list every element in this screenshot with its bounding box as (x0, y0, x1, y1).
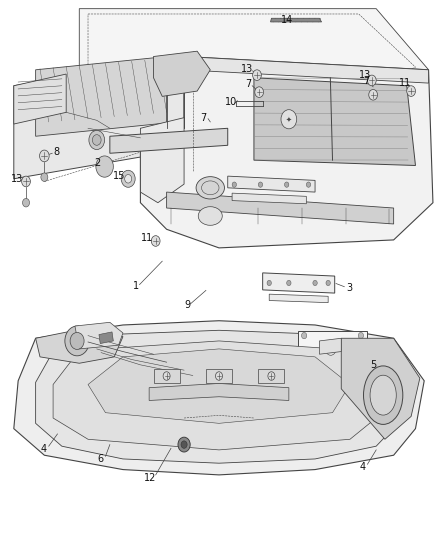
Polygon shape (269, 294, 328, 303)
Polygon shape (206, 368, 232, 383)
Circle shape (367, 75, 376, 86)
Text: 3: 3 (346, 283, 352, 293)
Circle shape (301, 359, 307, 366)
Text: 8: 8 (53, 147, 60, 157)
Circle shape (70, 333, 84, 350)
Circle shape (358, 359, 364, 366)
Text: 13: 13 (241, 64, 254, 74)
Polygon shape (184, 56, 428, 83)
Circle shape (41, 173, 48, 181)
Circle shape (258, 182, 263, 187)
Polygon shape (14, 56, 184, 179)
Polygon shape (258, 368, 285, 383)
Circle shape (92, 135, 101, 146)
Circle shape (358, 333, 364, 339)
Text: 13: 13 (11, 174, 23, 184)
Circle shape (215, 372, 223, 380)
Circle shape (326, 280, 330, 286)
Circle shape (65, 326, 89, 356)
Ellipse shape (196, 176, 224, 199)
Circle shape (22, 198, 29, 207)
Circle shape (178, 437, 190, 452)
Text: 12: 12 (144, 473, 156, 482)
Circle shape (407, 86, 416, 96)
Text: 6: 6 (97, 454, 103, 464)
Text: 4: 4 (40, 444, 46, 454)
Polygon shape (319, 338, 341, 354)
Polygon shape (263, 273, 335, 293)
Circle shape (306, 182, 311, 187)
Polygon shape (297, 332, 367, 368)
Ellipse shape (364, 366, 403, 424)
Circle shape (253, 70, 261, 80)
Polygon shape (110, 128, 228, 154)
Polygon shape (149, 383, 289, 400)
Circle shape (125, 174, 132, 183)
Circle shape (232, 182, 237, 187)
Text: 2: 2 (95, 158, 101, 168)
Polygon shape (88, 349, 350, 423)
Text: 15: 15 (113, 171, 126, 181)
Circle shape (89, 131, 105, 150)
Text: 13: 13 (359, 70, 371, 80)
Polygon shape (35, 330, 407, 463)
Polygon shape (53, 341, 385, 450)
Ellipse shape (370, 375, 396, 415)
Polygon shape (99, 332, 113, 344)
Text: 11: 11 (399, 78, 411, 87)
Text: ✦: ✦ (286, 116, 292, 122)
Polygon shape (35, 326, 123, 364)
Text: 5: 5 (370, 360, 376, 370)
Polygon shape (166, 192, 394, 224)
Circle shape (285, 182, 289, 187)
Circle shape (281, 110, 297, 129)
Circle shape (301, 333, 307, 339)
Circle shape (267, 280, 272, 286)
Circle shape (369, 90, 378, 100)
Text: 14: 14 (282, 15, 293, 26)
Circle shape (121, 170, 135, 187)
Polygon shape (14, 321, 424, 475)
Polygon shape (141, 118, 184, 203)
Circle shape (325, 343, 336, 356)
Circle shape (163, 372, 170, 380)
Polygon shape (232, 193, 306, 204)
Text: 9: 9 (184, 300, 191, 310)
Text: 7: 7 (364, 77, 370, 86)
Polygon shape (341, 338, 420, 439)
Circle shape (96, 156, 113, 177)
Circle shape (151, 236, 160, 246)
Circle shape (39, 150, 49, 162)
Polygon shape (228, 176, 315, 192)
Polygon shape (79, 9, 428, 96)
Text: 10: 10 (225, 96, 237, 107)
Text: 4: 4 (359, 463, 365, 472)
Polygon shape (35, 56, 166, 136)
Ellipse shape (198, 207, 222, 225)
Circle shape (181, 441, 187, 448)
Circle shape (268, 372, 275, 380)
Circle shape (21, 176, 30, 187)
Polygon shape (14, 74, 66, 124)
Circle shape (255, 87, 264, 98)
Text: 7: 7 (201, 112, 207, 123)
Polygon shape (153, 368, 180, 383)
Polygon shape (75, 322, 123, 349)
Text: 11: 11 (141, 233, 154, 243)
Polygon shape (254, 78, 416, 165)
Polygon shape (141, 56, 433, 248)
Text: 7: 7 (245, 79, 251, 89)
Polygon shape (271, 18, 321, 22)
Circle shape (287, 280, 291, 286)
Circle shape (313, 280, 317, 286)
Polygon shape (153, 51, 210, 96)
Text: 1: 1 (133, 281, 139, 291)
